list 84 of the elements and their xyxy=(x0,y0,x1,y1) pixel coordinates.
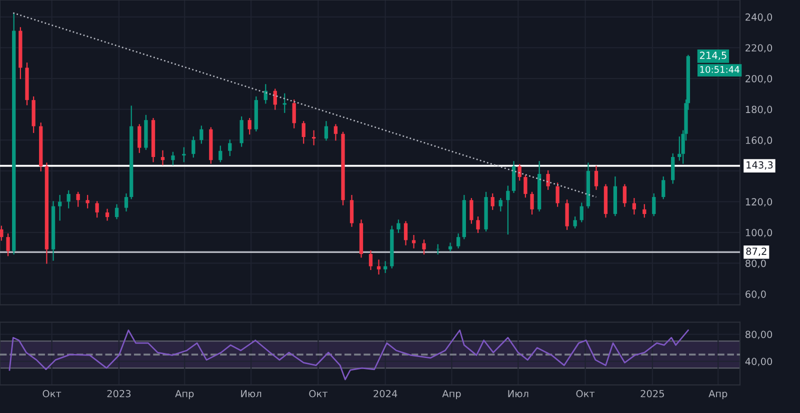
candlestick xyxy=(524,174,528,198)
candlestick xyxy=(105,208,110,221)
candlestick xyxy=(6,233,10,256)
line-series xyxy=(8,330,689,380)
candlestick xyxy=(490,193,494,210)
candlestick xyxy=(448,242,452,252)
x-tick-label: 2025 xyxy=(640,390,664,398)
candlestick xyxy=(76,192,80,207)
candlestick xyxy=(470,198,474,224)
y-tick-label: 80,00 xyxy=(746,330,772,340)
x-tick-label: Окт xyxy=(42,390,62,398)
candlestick xyxy=(671,153,675,184)
candlestick xyxy=(396,220,400,233)
candlestick xyxy=(456,233,460,248)
candlestick xyxy=(218,146,222,162)
ref-line-label: 143,3 xyxy=(746,161,773,170)
candlestick xyxy=(422,240,426,255)
y-tick-label: 180,0 xyxy=(746,106,772,114)
candlestick xyxy=(0,226,4,241)
candlestick xyxy=(282,93,286,113)
y-tick-label: 240,0 xyxy=(746,13,772,22)
candlestick xyxy=(376,260,381,275)
annotation: 214,5 xyxy=(700,52,726,60)
y-tick-label: 100,0 xyxy=(746,228,772,238)
candlestick xyxy=(171,152,175,166)
y-tick-label: 120,0 xyxy=(746,198,772,206)
candlestick xyxy=(182,147,186,162)
candlestick xyxy=(565,200,569,230)
candlestick xyxy=(273,88,277,110)
x-tick-label: Июл xyxy=(241,390,262,398)
candlestick xyxy=(228,140,232,156)
candlestick xyxy=(476,216,480,233)
x-tick-label: Окт xyxy=(309,390,328,398)
candlestick xyxy=(622,184,627,207)
candlestick xyxy=(200,126,204,144)
candlestick xyxy=(436,244,440,255)
candlestick xyxy=(404,221,408,246)
y-tick-label: 80,0 xyxy=(746,260,766,268)
candlestick xyxy=(86,194,90,208)
y-tick-label: 200,0 xyxy=(746,74,772,84)
x-tick-label: Июл xyxy=(508,390,528,398)
candlestick xyxy=(324,121,328,141)
candlestick xyxy=(580,202,584,222)
candlestick xyxy=(58,194,62,221)
candlestick xyxy=(368,250,373,270)
candlestick xyxy=(662,176,666,200)
y-tick-label: 40,00 xyxy=(745,358,772,366)
x-tick-label: Апр xyxy=(175,390,194,400)
x-tick-label: 2023 xyxy=(107,390,131,398)
candlestick xyxy=(506,186,510,235)
candlestick xyxy=(312,130,316,146)
candlestick xyxy=(334,124,338,141)
y-tick-label: 160,0 xyxy=(746,136,772,145)
candlestick xyxy=(302,121,306,144)
candlestick xyxy=(248,118,252,134)
candlestick xyxy=(412,234,416,248)
candlestick xyxy=(160,150,165,166)
candlestick xyxy=(632,198,636,215)
x-tick-label: Апр xyxy=(442,390,461,400)
candlestick xyxy=(95,201,99,218)
candlestick xyxy=(124,193,128,212)
ref-line-label: 87,2 xyxy=(746,248,766,256)
candlestick xyxy=(556,182,560,207)
candlestick xyxy=(642,204,646,218)
candlestick xyxy=(573,216,577,228)
candlestick xyxy=(530,192,534,215)
candlestick xyxy=(138,124,142,153)
candlestick xyxy=(192,136,196,158)
x-tick-label: 2024 xyxy=(374,390,398,398)
candlestick xyxy=(384,261,388,274)
y-tick-label: 220,0 xyxy=(746,44,772,53)
candlestick xyxy=(66,190,70,208)
candlestick xyxy=(240,116,244,147)
candlestick xyxy=(114,204,119,220)
candlestick xyxy=(350,194,354,227)
annotation: 10:51:44 xyxy=(700,66,740,73)
candlestick xyxy=(546,170,550,190)
candlestick xyxy=(594,166,598,190)
x-tick-label: Окт xyxy=(576,390,595,398)
candlestick xyxy=(498,198,502,212)
candlestick xyxy=(652,193,656,216)
y-tick-label: 60,0 xyxy=(746,290,766,299)
x-tick-label: Апр xyxy=(708,390,728,400)
candlestick xyxy=(292,100,296,128)
